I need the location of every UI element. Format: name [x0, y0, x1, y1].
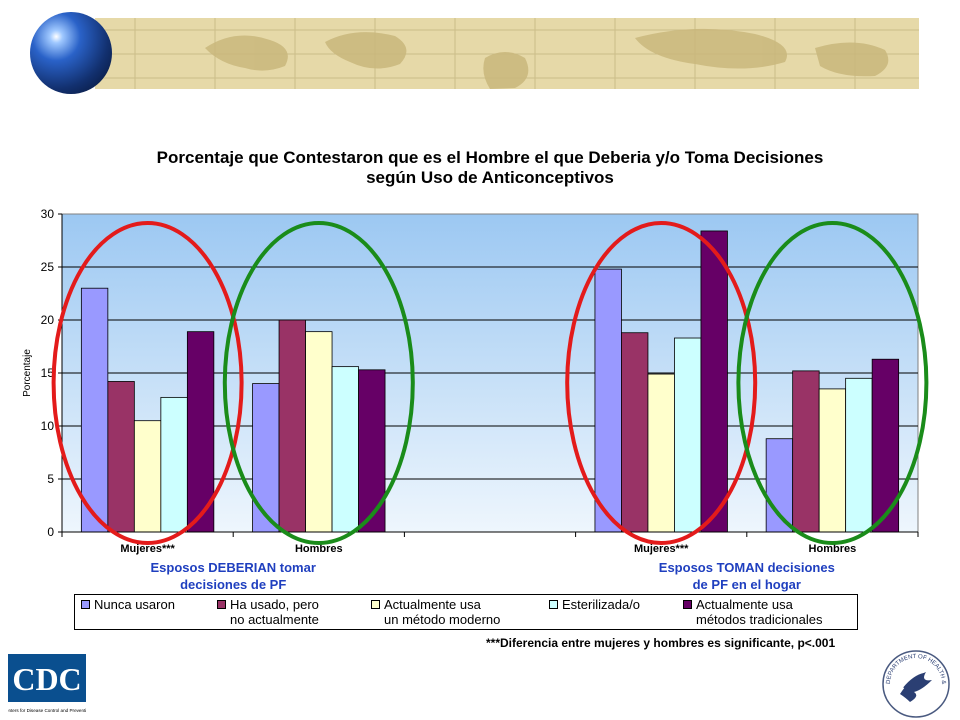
- eagle-wing-icon: [903, 673, 925, 689]
- bar: [80, 287, 109, 533]
- y-tick-label: 30: [41, 207, 55, 221]
- legend-label: Actualmente usa métodos tradicionales: [696, 597, 823, 627]
- x-tick-label: Mujeres***: [634, 543, 689, 555]
- world-map-graphic: [95, 18, 919, 89]
- footnote: ***Diferencia entre mujeres y hombres es…: [486, 636, 836, 650]
- group-label-line: Esposos TOMAN decisiones: [659, 560, 835, 575]
- group-label-line: decisiones de PF: [180, 577, 286, 592]
- group-label-line: Esposos DEBERIAN tomar: [150, 560, 315, 575]
- bar: [792, 370, 820, 533]
- bar: [594, 268, 622, 533]
- group-label-line: de PF en el hogar: [693, 577, 801, 592]
- cdc-logo: CDC Centers for Disease Control and Prev…: [8, 654, 86, 713]
- legend-label: Actualmente usa un método moderno: [384, 597, 501, 627]
- y-tick-label: 15: [41, 366, 55, 380]
- bar: [845, 377, 873, 533]
- chart-title: Porcentaje que Contestaron que es el Hom…: [60, 148, 920, 188]
- bar: [186, 331, 215, 533]
- legend-swatch: [371, 600, 380, 609]
- map-banner: [95, 18, 919, 89]
- cdc-logo-text: CDC: [12, 661, 81, 697]
- y-tick-label: 10: [41, 419, 55, 433]
- globe-logo: [30, 12, 112, 94]
- bar: [647, 373, 675, 533]
- bar: [160, 396, 188, 533]
- cdc-logo-subtext: Centers for Disease Control and Preventi…: [8, 708, 86, 713]
- bar: [133, 420, 162, 533]
- y-axis-title: Porcentaje: [22, 349, 33, 397]
- legend-label: Ha usado, pero no actualmente: [230, 597, 319, 627]
- x-tick-label: Hombres: [295, 543, 343, 555]
- bar: [700, 230, 728, 533]
- bar: [107, 381, 135, 533]
- x-tick-label: Mujeres***: [120, 543, 175, 555]
- hhs-seal: DEPARTMENT OF HEALTH & HUMAN SERVICES US…: [880, 648, 950, 718]
- eagle-icon: [900, 672, 932, 702]
- highlight-ellipse: [222, 221, 415, 545]
- legend-swatch: [81, 600, 90, 609]
- bar: [278, 319, 306, 533]
- highlight-ellipses: [51, 221, 929, 545]
- chart-title-line: Porcentaje que Contestaron que es el Hom…: [156, 148, 824, 167]
- hhs-seal-ring: [882, 650, 950, 718]
- bar: [358, 369, 386, 533]
- y-tick-label: 0: [47, 525, 54, 539]
- bar: [674, 337, 702, 533]
- legend-swatch: [549, 600, 558, 609]
- cdc-logo-background: [8, 654, 86, 702]
- highlight-ellipse: [565, 221, 758, 545]
- legend-label: Nunca usaron: [94, 597, 175, 612]
- bar: [252, 383, 280, 533]
- y-tick-label: 20: [41, 313, 55, 327]
- y-tick-label: 5: [47, 472, 54, 486]
- highlight-ellipse: [736, 221, 929, 545]
- x-tick-label: Hombres: [809, 543, 857, 555]
- bar: [305, 331, 333, 533]
- chart-legend: Nunca usaron Ha usado, pero no actualmente…: [74, 594, 858, 630]
- bar: [818, 388, 847, 533]
- highlight-ellipse: [51, 221, 244, 545]
- bar: [621, 332, 649, 533]
- legend-swatch: [683, 600, 692, 609]
- y-tick-label: 25: [41, 260, 55, 274]
- bar: [331, 366, 359, 533]
- legend-swatch: [217, 600, 226, 609]
- chart-title-line: según Uso de Anticonceptivos: [366, 168, 614, 187]
- axes: 0 5 10 15 20 25 30 Porcentaje Mujeres*** Hombres M…: [22, 207, 919, 592]
- bars: [80, 230, 900, 533]
- legend-label: Esterilizada/o: [562, 597, 641, 612]
